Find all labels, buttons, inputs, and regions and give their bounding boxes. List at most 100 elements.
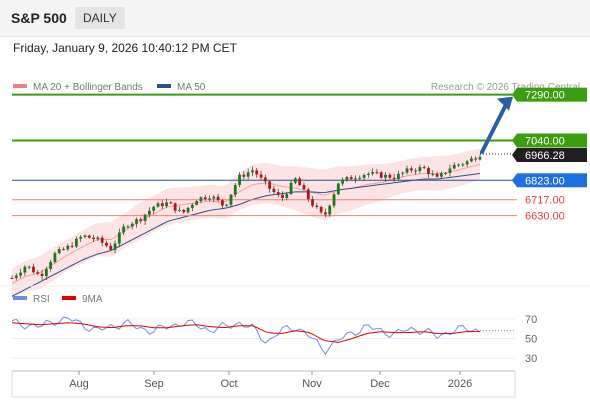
candle — [289, 179, 293, 196]
candle-body — [135, 219, 138, 224]
ma20-line — [11, 163, 481, 284]
candle — [96, 235, 100, 242]
candle — [44, 266, 48, 280]
level-tag-pointer — [512, 148, 517, 163]
candle-body — [246, 172, 250, 177]
candle — [397, 170, 400, 181]
candle — [53, 251, 57, 264]
candle-body — [87, 235, 91, 238]
candle — [238, 172, 241, 188]
candle — [384, 172, 387, 182]
candle — [83, 234, 87, 239]
candle-body — [40, 273, 44, 277]
candle — [92, 234, 95, 242]
candle-body — [362, 174, 366, 178]
candle — [392, 173, 396, 182]
candle — [431, 170, 435, 177]
candle-body — [332, 194, 336, 206]
candle — [79, 234, 83, 243]
candle — [75, 236, 78, 249]
candle-body — [461, 164, 465, 166]
candle — [66, 243, 70, 252]
candle — [113, 240, 117, 254]
candle — [117, 228, 121, 248]
candle — [126, 224, 130, 229]
candle-body — [203, 197, 207, 200]
candle-body — [444, 172, 448, 174]
candle-body — [268, 181, 272, 189]
candle-body — [233, 185, 237, 195]
candle — [388, 172, 392, 180]
candle — [40, 269, 44, 280]
candle-body — [92, 237, 95, 240]
symbol-title: S&P 500 — [11, 10, 67, 26]
x-tick-label: Nov — [302, 378, 322, 390]
candle — [263, 174, 267, 185]
candle-body — [306, 189, 310, 200]
candle-body — [397, 173, 400, 179]
candle — [147, 207, 151, 218]
legend-swatch — [13, 84, 27, 88]
candle-body — [302, 185, 306, 190]
candle — [242, 170, 246, 180]
candle-body — [96, 237, 100, 240]
candle-body — [465, 161, 469, 165]
level-label-pivot: 6823.00 — [525, 175, 565, 187]
candle-body — [392, 177, 396, 179]
candle — [182, 208, 186, 214]
candle-body — [328, 205, 332, 215]
candle — [281, 191, 284, 202]
candle — [285, 192, 289, 201]
candle — [152, 205, 156, 215]
candle — [57, 246, 61, 255]
candle-body — [113, 243, 117, 250]
level-tag-resistance — [517, 133, 587, 148]
candle-body — [418, 167, 422, 172]
candle-body — [49, 261, 53, 269]
candle-body — [375, 172, 379, 174]
candle — [212, 194, 216, 203]
candle — [233, 183, 237, 198]
candle-body — [478, 156, 482, 160]
candle — [319, 205, 323, 215]
candle-body — [100, 237, 104, 243]
candle — [32, 263, 35, 274]
candle-body — [10, 278, 14, 279]
candle — [311, 196, 314, 208]
candle — [345, 176, 349, 182]
period-badge[interactable]: DAILY — [75, 7, 125, 29]
candle-body — [220, 200, 224, 206]
candle-body — [336, 183, 340, 195]
candle-body — [182, 209, 186, 213]
level-tag-pointer — [512, 133, 517, 148]
level-label-support: 6717.00 — [525, 195, 565, 207]
level-label-support: 6630.00 — [525, 211, 565, 223]
candle — [62, 247, 65, 251]
candle — [422, 165, 426, 170]
level-label-resistance: 7040.00 — [525, 136, 565, 148]
legend-swatch — [62, 296, 76, 300]
candle-body — [173, 203, 177, 211]
rsi-tick-label: 70 — [525, 314, 537, 326]
candle-body — [23, 266, 27, 273]
candle-body — [427, 168, 430, 175]
candle-body — [405, 168, 409, 173]
candle-body — [435, 173, 439, 177]
legend-label: MA 20 + Bollinger Bands — [33, 82, 143, 93]
candle — [105, 240, 108, 248]
candle-body — [341, 179, 345, 184]
legend-label: 9MA — [82, 294, 103, 305]
candle — [122, 223, 126, 236]
candle-body — [384, 174, 387, 178]
candle — [208, 195, 211, 202]
rsi-ma9-line — [11, 322, 480, 343]
candle-body — [272, 188, 276, 193]
candle — [100, 235, 104, 247]
candle-body — [70, 245, 74, 247]
level-label-last: 6966.28 — [525, 150, 565, 162]
candle-body — [439, 173, 443, 177]
candle — [293, 177, 297, 185]
rsi-line — [11, 316, 481, 356]
candle-body — [366, 173, 370, 175]
candle-body — [212, 196, 216, 199]
